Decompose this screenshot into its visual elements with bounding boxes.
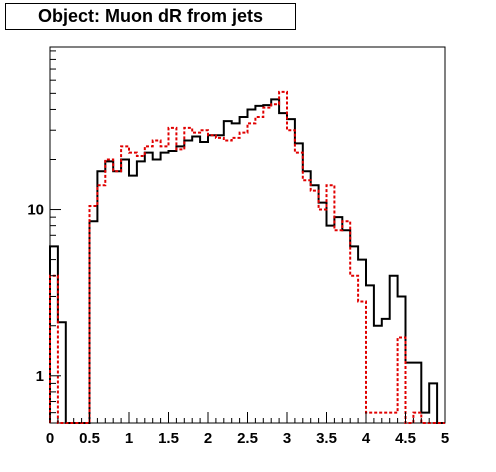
y-axis: 1 10: [27, 50, 61, 414]
chart-title: Object: Muon dR from jets: [5, 3, 296, 30]
x-tick-label: 4.5: [395, 430, 416, 447]
x-tick-label: 3.5: [316, 430, 337, 447]
histogram-series-1: [49, 98, 445, 424]
x-tick-label: 1.5: [158, 430, 179, 447]
plot-frame: [49, 46, 446, 424]
x-tick-label: 1: [125, 430, 133, 447]
y-tick-label: 10: [27, 202, 44, 219]
x-tick-label: 5: [441, 430, 449, 447]
x-tick-label: 0.5: [79, 430, 100, 447]
x-tick-label: 0: [46, 430, 54, 447]
histogram-series-2: [49, 90, 445, 424]
x-tick-label: 4: [362, 430, 371, 447]
series-layer: [49, 90, 445, 424]
x-tick-label: 3: [283, 430, 291, 447]
x-axis: 0 0.5 1 1.5 2 2.5 3 3.5 4 4.5 5: [46, 412, 449, 447]
x-tick-label: 2: [204, 430, 212, 447]
x-tick-label: 2.5: [237, 430, 258, 447]
y-tick-label: 1: [36, 368, 44, 385]
